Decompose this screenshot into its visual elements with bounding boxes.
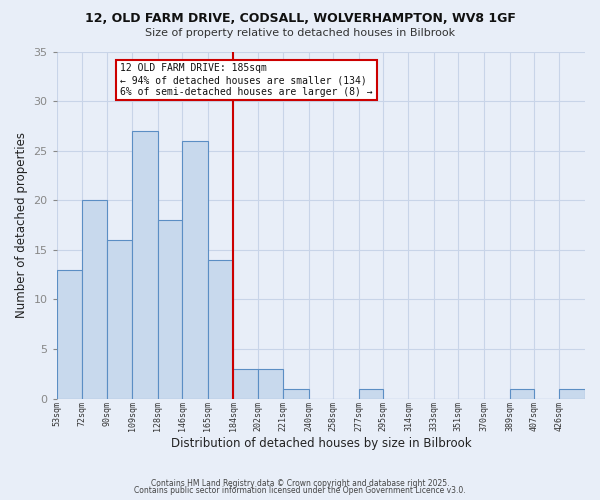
Text: 12 OLD FARM DRIVE: 185sqm
← 94% of detached houses are smaller (134)
6% of semi-: 12 OLD FARM DRIVE: 185sqm ← 94% of detac… [120, 64, 373, 96]
Bar [509, 388, 534, 398]
Bar [182, 141, 208, 399]
Text: Contains public sector information licensed under the Open Government Licence v3: Contains public sector information licen… [134, 486, 466, 495]
Bar [208, 260, 233, 398]
Bar [257, 369, 283, 398]
X-axis label: Distribution of detached houses by size in Bilbrook: Distribution of detached houses by size … [170, 437, 471, 450]
Bar [57, 270, 82, 398]
Bar [82, 200, 107, 398]
Text: Contains HM Land Registry data © Crown copyright and database right 2025.: Contains HM Land Registry data © Crown c… [151, 478, 449, 488]
Bar [158, 220, 182, 398]
Bar [107, 240, 132, 398]
Bar [233, 369, 257, 398]
Bar [359, 388, 383, 398]
Y-axis label: Number of detached properties: Number of detached properties [15, 132, 28, 318]
Text: 12, OLD FARM DRIVE, CODSALL, WOLVERHAMPTON, WV8 1GF: 12, OLD FARM DRIVE, CODSALL, WOLVERHAMPT… [85, 12, 515, 26]
Text: Size of property relative to detached houses in Bilbrook: Size of property relative to detached ho… [145, 28, 455, 38]
Bar [132, 131, 158, 398]
Bar [283, 388, 309, 398]
Bar [559, 388, 585, 398]
